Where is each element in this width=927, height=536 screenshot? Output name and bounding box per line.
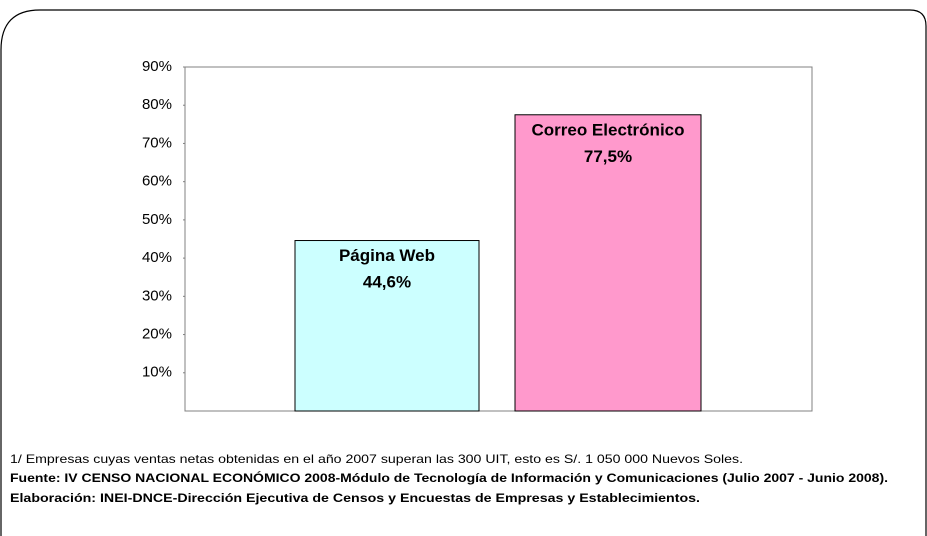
bar: [514, 114, 702, 412]
footnote: Fuente: IV CENSO NACIONAL ECONÓMICO 2008…: [10, 470, 888, 485]
y-tick-label: 10%: [142, 364, 172, 381]
category-label: Correo Electrónico: [531, 120, 684, 139]
footnote: 1/ Empresas cuyas ventas netas obtenidas…: [10, 452, 743, 466]
y-tick-label: 70%: [142, 134, 172, 151]
category-label: Página Web: [339, 246, 435, 265]
value-label: 77,5%: [584, 147, 632, 166]
value-label: 44,6%: [363, 273, 411, 292]
bar: [294, 240, 480, 412]
y-tick-label: 20%: [142, 326, 172, 343]
frame: [0, 9, 927, 536]
y-tick-label: 50%: [142, 211, 172, 228]
y-tick-label: 40%: [142, 249, 172, 266]
y-tick-label: 60%: [142, 173, 172, 190]
y-tick-label: 90%: [142, 58, 172, 75]
y-tick-label: 30%: [142, 287, 172, 304]
footnote: Elaboración: INEI-DNCE-Dirección Ejecuti…: [10, 491, 700, 505]
plot-area: [184, 66, 813, 412]
y-tick-label: 80%: [142, 96, 172, 113]
